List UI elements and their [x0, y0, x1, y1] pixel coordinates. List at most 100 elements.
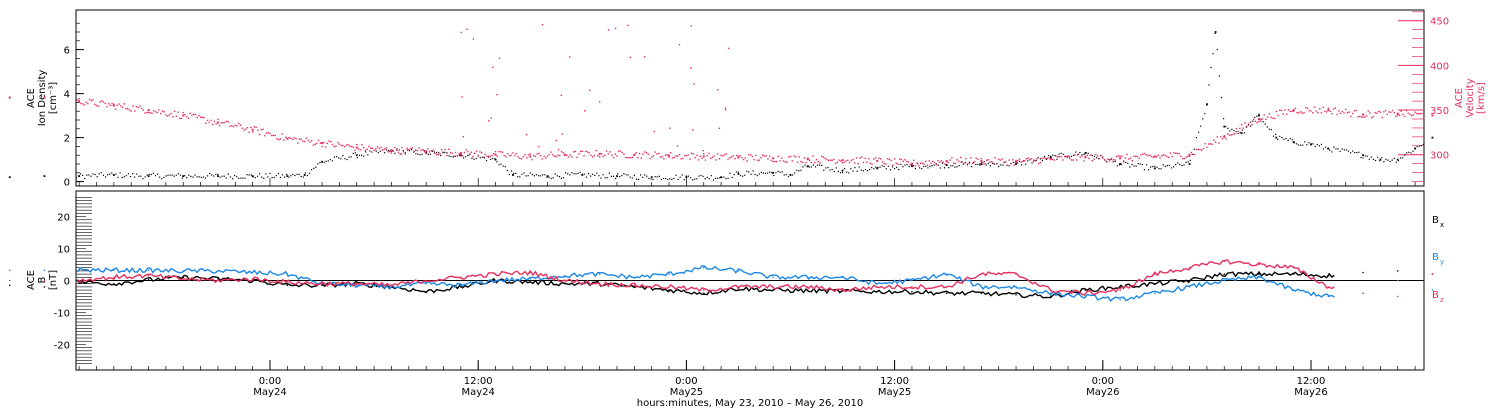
data-point-velocity [1133, 155, 1135, 157]
data-point-density [200, 176, 202, 179]
data-point-velocity [305, 137, 308, 139]
data-point-velocity [1322, 106, 1324, 109]
data-point-velocity [781, 157, 783, 159]
data-point-velocity [1298, 112, 1300, 114]
data-point-velocity [251, 131, 254, 133]
data-point-Bx [1119, 286, 1121, 288]
data-point-velocity [1216, 136, 1219, 138]
data-point-density [515, 172, 517, 175]
data-point-density [333, 156, 336, 158]
data-point-velocity [394, 146, 396, 149]
data-point-velocity [937, 160, 939, 162]
data-point-density [721, 176, 723, 179]
data-point-velocity [1296, 111, 1298, 114]
data-point-velocity [461, 96, 463, 98]
data-point-velocity [326, 142, 328, 145]
data-point-density [102, 174, 105, 176]
data-point-velocity [1263, 114, 1265, 116]
data-point-velocity [472, 155, 474, 158]
data-point-density [658, 175, 660, 177]
data-point-density [806, 165, 809, 168]
data-point-density [1227, 127, 1229, 129]
data-point-velocity [653, 130, 656, 133]
data-point-velocity [203, 116, 205, 119]
data-point-density [648, 177, 650, 180]
data-point-velocity [437, 154, 439, 156]
data-point-velocity [298, 138, 301, 140]
data-point-velocity [1032, 160, 1035, 163]
data-point-density [827, 166, 829, 169]
data-point-density [171, 174, 173, 176]
data-point-velocity [510, 154, 512, 156]
data-point-By [494, 279, 497, 282]
data-point-velocity [281, 133, 283, 135]
data-point-velocity [1107, 158, 1109, 161]
data-point-velocity [592, 156, 594, 158]
data-point-velocity [293, 137, 295, 139]
data-point-velocity [708, 152, 710, 154]
data-point-density [229, 176, 232, 178]
data-point-velocity [800, 160, 802, 163]
data-point-velocity [1109, 160, 1111, 162]
data-point-velocity [87, 102, 89, 105]
data-point-density [504, 166, 506, 168]
data-point-velocity [1343, 112, 1345, 114]
y-label-left-line: ACE [26, 88, 37, 108]
data-point-density [340, 158, 342, 160]
data-point-velocity [565, 154, 568, 156]
data-point-velocity [1194, 153, 1196, 156]
data-point-velocity [264, 135, 266, 137]
data-point-density [742, 175, 744, 177]
data-point-velocity [1114, 159, 1116, 161]
data-point-velocity [683, 154, 686, 157]
data-point-density [1281, 137, 1283, 139]
data-point-density [1125, 161, 1127, 164]
data-point-velocity [113, 103, 115, 105]
data-point-velocity [1364, 116, 1366, 118]
data-point-velocity [191, 114, 193, 116]
data-point-density [483, 157, 486, 159]
data-point-density [812, 164, 815, 166]
data-point-velocity [892, 164, 894, 166]
data-point-velocity [1284, 109, 1286, 111]
data-point-density [1137, 162, 1139, 165]
data-point-velocity [1188, 153, 1191, 156]
data-point-density [1368, 158, 1370, 160]
data-point-velocity [1115, 155, 1118, 158]
data-point-velocity [756, 159, 759, 162]
data-point-velocity [1003, 161, 1005, 164]
data-point-velocity [196, 116, 198, 119]
data-point-velocity [253, 126, 256, 128]
data-point-velocity [330, 141, 332, 143]
data-point-density [1406, 152, 1408, 154]
data-point-density [1070, 155, 1073, 158]
data-point-Bx [1327, 274, 1330, 277]
y-label-right-line: Velocity [1465, 78, 1476, 117]
data-point-density [981, 161, 983, 163]
data-point-Bz [1188, 266, 1191, 269]
data-point-velocity [605, 150, 608, 152]
data-point-density [592, 173, 594, 176]
data-point-velocity [609, 151, 611, 153]
data-point-velocity [1214, 141, 1217, 143]
data-point-velocity [484, 153, 486, 156]
data-point-velocity [224, 121, 226, 124]
data-point-density [610, 175, 613, 178]
y-label-bottom-line: [nT] [48, 270, 59, 290]
data-point-density [993, 163, 996, 165]
data-point-velocity [796, 161, 799, 163]
data-point-velocity [1324, 110, 1326, 113]
data-point-velocity [1242, 127, 1245, 129]
data-point-velocity [527, 154, 530, 156]
data-point-density [1131, 163, 1133, 166]
data-point-velocity [659, 156, 662, 158]
data-point-Bz [772, 286, 774, 288]
data-point-velocity [1360, 116, 1363, 118]
data-point-velocity [376, 146, 379, 148]
data-point-density [1095, 157, 1098, 159]
data-point-density [1412, 150, 1414, 152]
data-point-velocity [222, 122, 224, 124]
data-point-velocity [567, 156, 570, 158]
data-point-density [619, 175, 621, 178]
